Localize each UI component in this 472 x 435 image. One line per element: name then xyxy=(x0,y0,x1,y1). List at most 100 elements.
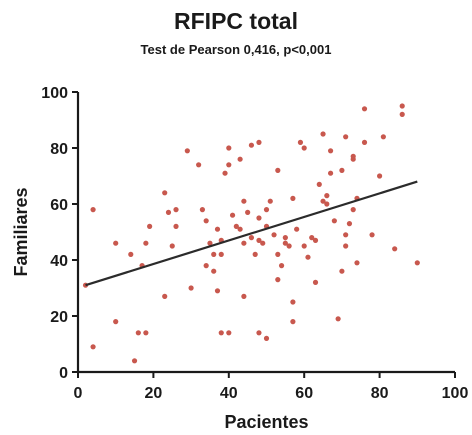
data-point xyxy=(301,145,307,151)
data-point xyxy=(169,243,175,249)
x-tick-label: 60 xyxy=(295,385,313,402)
data-point xyxy=(143,240,149,246)
data-point xyxy=(297,139,304,145)
data-point xyxy=(278,263,285,269)
data-point xyxy=(263,207,270,213)
axes xyxy=(76,92,455,374)
data-point xyxy=(316,181,322,187)
y-tick-label: 60 xyxy=(50,197,68,214)
data-point xyxy=(165,209,172,215)
data-point xyxy=(207,240,213,246)
data-point xyxy=(248,235,255,241)
data-point xyxy=(331,218,337,224)
data-point xyxy=(327,170,334,176)
data-point xyxy=(320,131,326,137)
data-point xyxy=(286,243,292,249)
chart-title: RFIPC total xyxy=(174,8,298,34)
data-point xyxy=(377,173,383,179)
data-point xyxy=(256,330,262,336)
x-tick-label: 80 xyxy=(371,385,389,402)
data-point xyxy=(233,223,239,229)
data-point xyxy=(248,142,255,148)
data-point xyxy=(90,207,96,213)
data-point xyxy=(196,162,202,168)
data-point xyxy=(203,263,209,269)
data-point xyxy=(214,226,221,232)
data-point xyxy=(226,145,232,151)
data-point xyxy=(226,330,232,336)
data-point xyxy=(301,243,307,249)
data-point xyxy=(113,319,119,325)
data-point xyxy=(380,134,386,140)
y-tick-label: 0 xyxy=(59,365,68,382)
data-point xyxy=(309,235,315,241)
data-point xyxy=(369,232,375,238)
data-point xyxy=(237,226,243,232)
data-point xyxy=(343,243,349,249)
data-point xyxy=(414,260,420,266)
data-point xyxy=(354,260,360,266)
data-point xyxy=(256,215,262,221)
data-point xyxy=(312,279,319,285)
data-point xyxy=(229,212,236,218)
data-point xyxy=(290,299,296,305)
ticks: 0 20 40 60 80 100 0 20 40 60 80 100 xyxy=(41,85,468,402)
data-point xyxy=(131,358,138,364)
data-point xyxy=(290,319,296,325)
data-point xyxy=(275,277,281,283)
trendline-group xyxy=(85,180,418,287)
data-point xyxy=(214,288,221,294)
data-point xyxy=(241,293,247,299)
data-point xyxy=(343,134,349,140)
data-point xyxy=(343,232,349,238)
data-point xyxy=(361,106,368,112)
data-point xyxy=(226,162,232,168)
data-point xyxy=(350,207,356,213)
data-point xyxy=(241,240,247,246)
data-point xyxy=(339,167,345,173)
data-point xyxy=(162,190,168,196)
data-point xyxy=(324,193,330,199)
data-point xyxy=(241,198,247,204)
data-point xyxy=(252,251,258,257)
y-tick-label: 80 xyxy=(50,141,68,158)
data-point xyxy=(282,240,288,246)
data-point xyxy=(350,153,356,159)
x-tick-label: 100 xyxy=(442,385,469,402)
data-point xyxy=(184,148,190,154)
x-tick-label: 0 xyxy=(74,385,83,402)
x-tick-label: 40 xyxy=(220,385,238,402)
data-points xyxy=(82,103,420,364)
data-point xyxy=(188,285,194,291)
data-point xyxy=(135,330,141,336)
data-point xyxy=(256,139,262,145)
data-point xyxy=(222,170,228,176)
data-point xyxy=(256,237,262,243)
data-point xyxy=(263,335,270,341)
data-point xyxy=(211,268,217,274)
data-point xyxy=(282,235,288,241)
data-point xyxy=(162,293,168,299)
data-point xyxy=(290,195,296,201)
data-point xyxy=(199,207,206,213)
data-point xyxy=(203,218,209,224)
y-tick-label: 100 xyxy=(41,85,68,102)
data-point xyxy=(335,316,341,322)
y-tick-label: 20 xyxy=(50,309,68,326)
data-point xyxy=(361,139,368,145)
data-point xyxy=(143,330,149,336)
data-point xyxy=(218,251,224,257)
data-point xyxy=(271,232,277,238)
data-point xyxy=(275,167,281,173)
x-axis-title: Pacientes xyxy=(224,412,308,432)
data-point xyxy=(346,221,353,227)
trendline xyxy=(85,180,418,287)
data-point xyxy=(245,209,251,215)
data-point xyxy=(327,148,334,154)
data-point xyxy=(399,103,405,109)
data-point xyxy=(90,344,96,350)
data-point xyxy=(173,207,179,213)
chart-subtitle: Test de Pearson 0,416, p<0,001 xyxy=(140,42,332,57)
data-point xyxy=(237,156,243,162)
